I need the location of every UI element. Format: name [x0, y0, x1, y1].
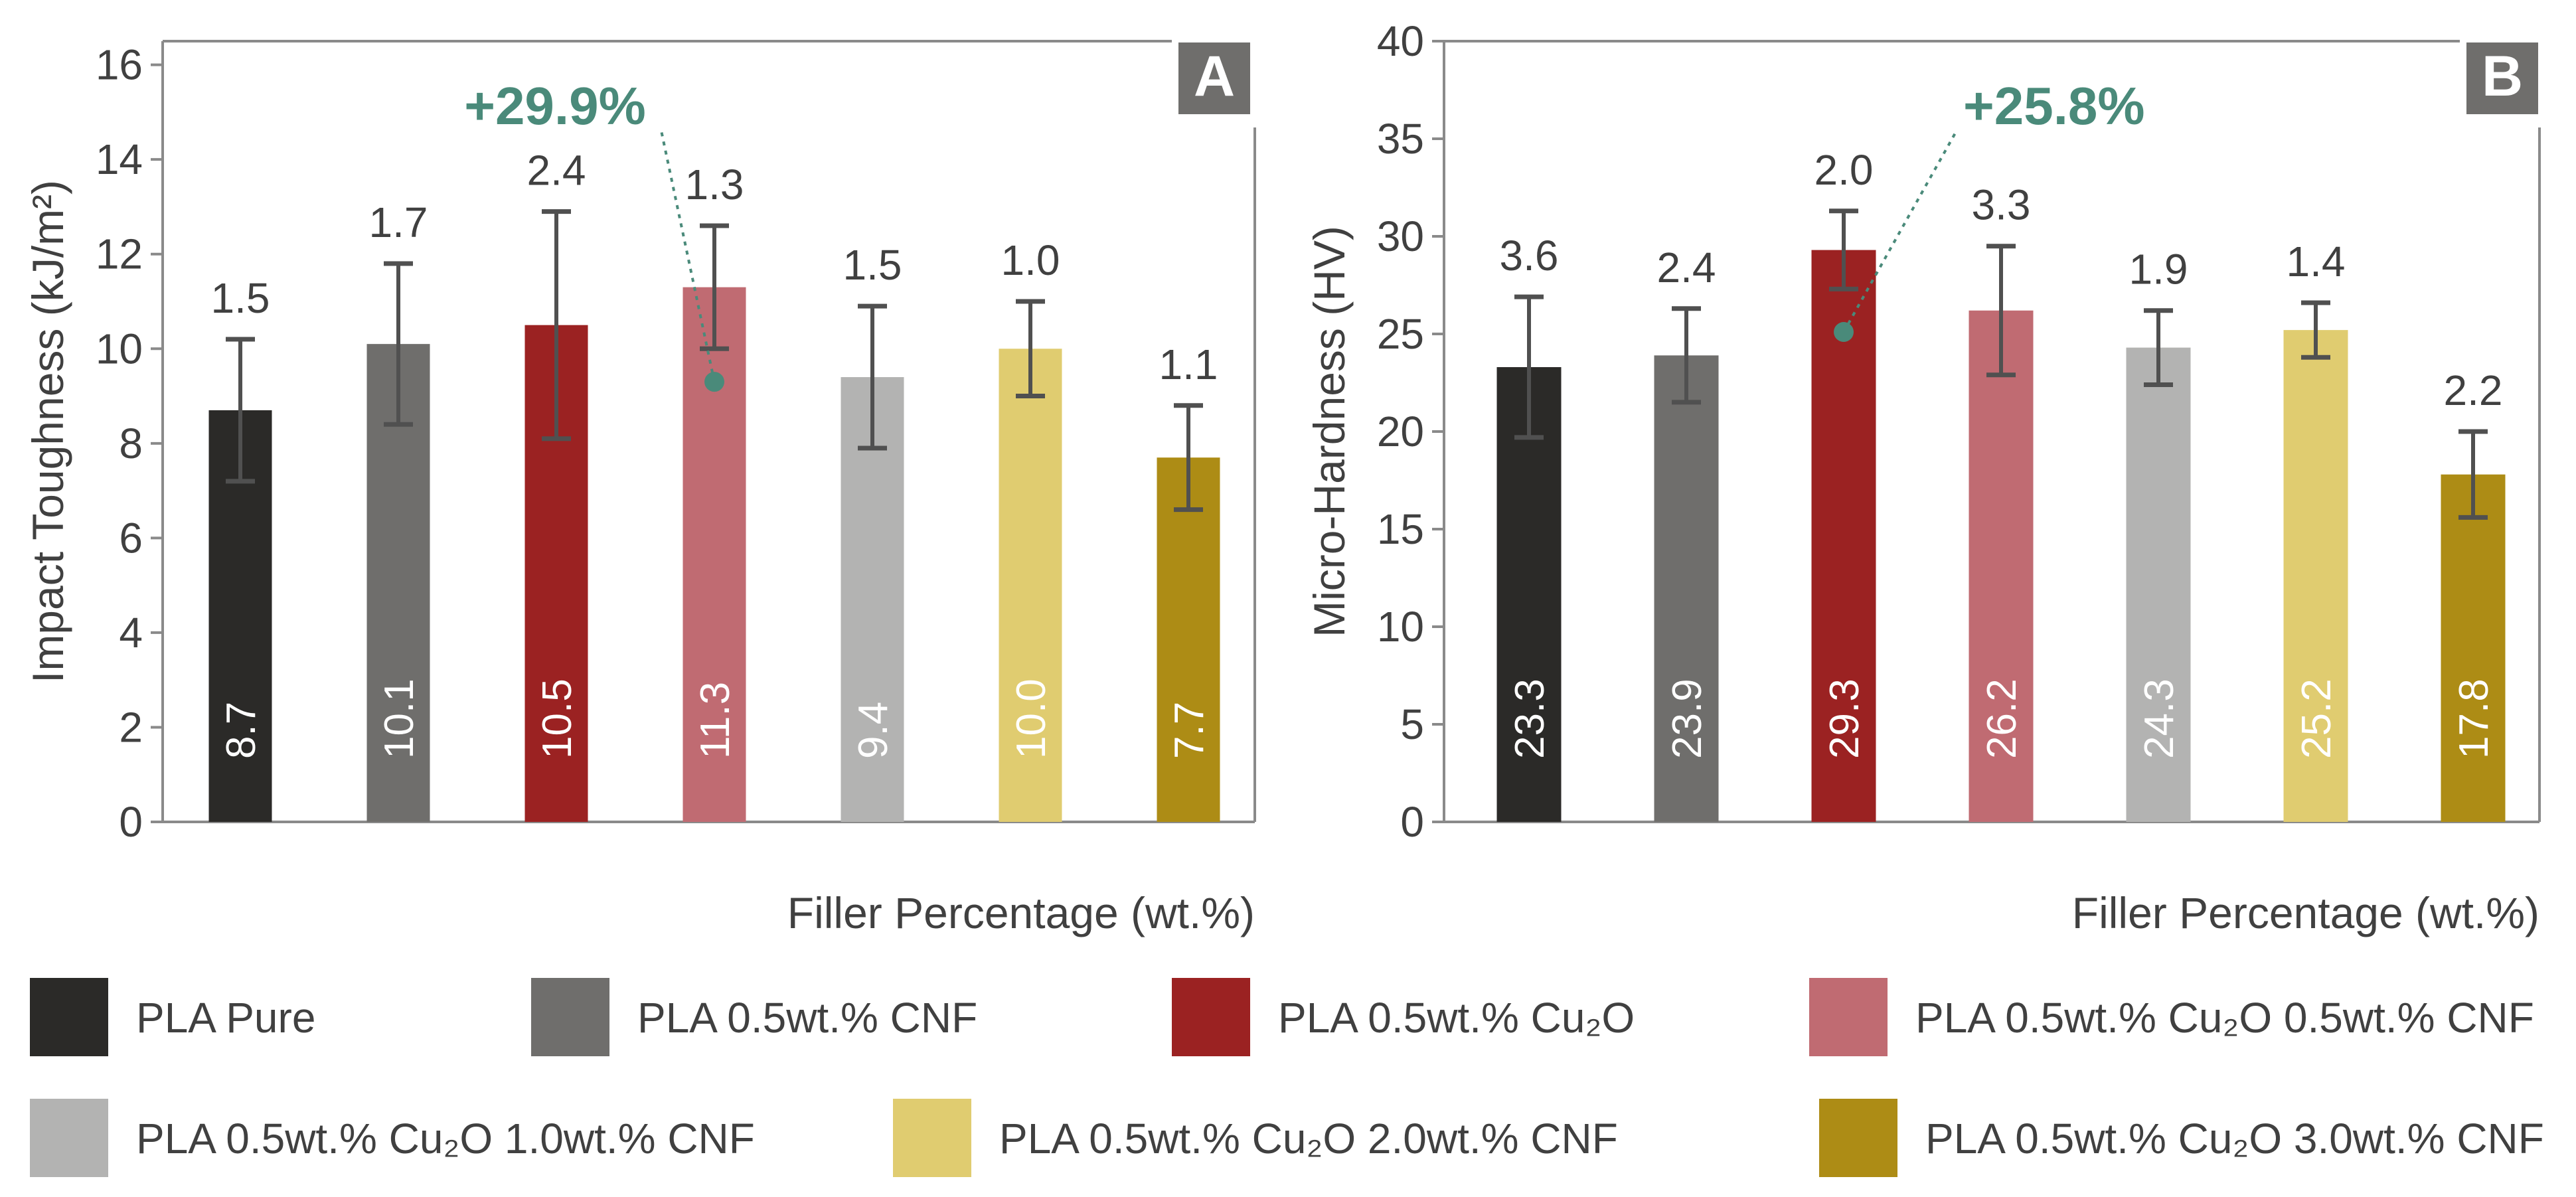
y-tick-label: 25	[1377, 310, 1424, 358]
y-tick-label: 10	[1377, 603, 1424, 651]
y-tick-label: 4	[119, 609, 143, 657]
error-value-label: 2.4	[1657, 244, 1716, 291]
y-tick-label: 6	[119, 514, 143, 562]
bar	[2126, 347, 2191, 822]
annotation-percent: +29.9%	[464, 76, 646, 135]
bar-value-label: 10.5	[534, 678, 580, 759]
annotation-marker	[1834, 322, 1854, 343]
panel-a: 0 2 4 6 8 10 12 14 16 Impact Toughness (kJ/m²) Fil…	[23, 40, 1256, 937]
error-value-label: 1.7	[369, 199, 428, 246]
y-tick-label: 14	[96, 135, 143, 183]
bar-value-label: 8.7	[218, 702, 264, 759]
bar	[1969, 310, 2034, 823]
legend-swatch	[1172, 978, 1250, 1056]
bar-value-label: 9.4	[850, 702, 896, 759]
panel-badge	[2466, 42, 2538, 114]
bar	[2283, 330, 2348, 822]
y-tick-label: 35	[1377, 115, 1424, 163]
y-tick-label: 10	[96, 325, 143, 372]
legend: PLA Pure PLA 0.5wt.% CNF PLA 0.5wt.% Cu₂O P…	[30, 978, 2544, 1177]
bar	[841, 377, 904, 822]
legend-item: PLA Pure	[30, 978, 315, 1056]
bar-value-label: 24.3	[2136, 678, 2182, 759]
bar-value-label: 11.3	[692, 682, 738, 759]
bar-value-label: 26.2	[1979, 678, 2025, 759]
bar-value-label: 29.3	[1822, 678, 1868, 759]
y-tick-label: 20	[1377, 408, 1424, 455]
bar	[999, 349, 1062, 822]
error-value-label: 1.0	[1001, 236, 1060, 284]
error-value-label: 2.4	[527, 147, 586, 195]
y-tick-label: 0	[119, 798, 143, 846]
error-value-label: 1.1	[1159, 341, 1218, 388]
legend-item: PLA 0.5wt.% Cu₂O 0.5wt.% CNF	[1809, 978, 2534, 1056]
legend-item: PLA 0.5wt.% Cu₂O	[1172, 978, 1635, 1056]
annotation-marker	[704, 372, 724, 392]
legend-label: PLA Pure	[136, 994, 315, 1042]
y-tick-label: 16	[96, 41, 143, 89]
x-axis-title: Filler Percentage (wt.%)	[787, 888, 1255, 937]
panel-b: 0 5 10 15 20 25 30 35 40 Micro-Hardness (HV) Fille…	[1305, 17, 2541, 937]
bar-value-label: 25.2	[2294, 678, 2340, 759]
y-axis-title: Impact Toughness (kJ/m²)	[23, 180, 72, 683]
y-tick-label: 5	[1400, 700, 1424, 748]
error-value-label: 2.0	[1814, 146, 1874, 194]
panel-badge-label: A	[1194, 44, 1235, 108]
bar	[2441, 474, 2506, 822]
error-value-label: 2.2	[2444, 366, 2503, 414]
y-tick-label: 0	[1400, 798, 1424, 846]
error-value-label: 1.9	[2129, 246, 2188, 293]
annotation-leader	[1842, 130, 1958, 333]
legend-label: PLA 0.5wt.% Cu₂O	[1278, 994, 1635, 1042]
error-value-label: 1.5	[211, 274, 270, 322]
legend-swatch	[531, 978, 609, 1056]
bar-value-label: 17.8	[2451, 678, 2497, 759]
y-tick-label: 15	[1377, 505, 1424, 553]
legend-label: PLA 0.5wt.% Cu₂O 0.5wt.% CNF	[1915, 994, 2534, 1042]
y-axis-title: Micro-Hardness (HV)	[1305, 226, 1354, 637]
error-value-label: 3.3	[1972, 181, 2031, 229]
legend-swatch	[1809, 978, 1888, 1056]
y-tick-label: 2	[119, 703, 143, 751]
bar-value-label: 23.9	[1664, 678, 1710, 759]
error-value-label: 3.6	[1500, 232, 1559, 279]
legend-swatch	[30, 1099, 108, 1177]
legend-item: PLA 0.5wt.% Cu₂O 1.0wt.% CNF	[30, 1099, 755, 1177]
bar	[1811, 250, 1876, 823]
error-value-label: 1.5	[843, 241, 902, 289]
y-tick-label: 12	[96, 230, 143, 278]
legend-label: PLA 0.5wt.% Cu₂O 2.0wt.% CNF	[999, 1115, 1618, 1162]
annotation-leader	[660, 130, 716, 382]
legend-label: PLA 0.5wt.% Cu₂O 3.0wt.% CNF	[1925, 1115, 2544, 1162]
bar-value-label: 23.3	[1507, 678, 1553, 759]
y-tick-label: 40	[1377, 17, 1424, 65]
bar	[1157, 457, 1220, 822]
bar-value-label: 10.0	[1008, 678, 1054, 759]
panel-badge-label: B	[2482, 44, 2523, 108]
bar-value-label: 10.1	[376, 678, 422, 759]
annotation-percent: +25.8%	[1963, 76, 2145, 135]
error-value-label: 1.3	[685, 161, 744, 208]
legend-item: PLA 0.5wt.% Cu₂O 2.0wt.% CNF	[893, 1099, 1618, 1177]
bar-value-label: 7.7	[1167, 702, 1212, 759]
y-tick-label: 30	[1377, 212, 1424, 260]
legend-swatch	[30, 978, 108, 1056]
error-value-label: 1.4	[2287, 238, 2346, 285]
legend-swatch	[893, 1099, 971, 1177]
legend-label: PLA 0.5wt.% CNF	[637, 994, 977, 1042]
bar	[1496, 366, 1562, 822]
legend-swatch	[1819, 1099, 1897, 1177]
bar	[1654, 355, 1719, 822]
x-axis-title: Filler Percentage (wt.%)	[2072, 888, 2539, 937]
y-tick-label: 8	[119, 420, 143, 467]
legend-item: PLA 0.5wt.% Cu₂O 3.0wt.% CNF	[1819, 1099, 2544, 1177]
legend-item: PLA 0.5wt.% CNF	[531, 978, 977, 1056]
panel-badge	[1178, 42, 1250, 114]
legend-label: PLA 0.5wt.% Cu₂O 1.0wt.% CNF	[136, 1115, 755, 1162]
